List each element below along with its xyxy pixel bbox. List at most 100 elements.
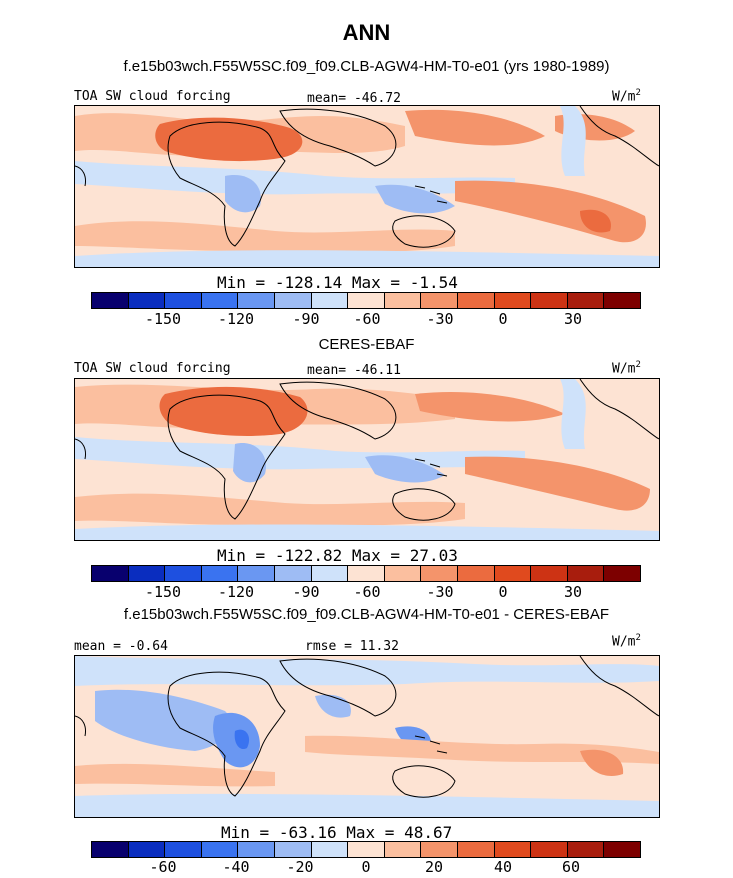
colorbar-cell bbox=[494, 566, 532, 581]
colorbar-cell bbox=[494, 293, 532, 308]
panel2-brazil-coast bbox=[75, 438, 86, 460]
panel2-colorbar bbox=[91, 565, 641, 582]
panel2-indonesia-coast bbox=[414, 458, 448, 477]
colorbar-cell bbox=[274, 566, 312, 581]
panel1-max-value: -1.54 bbox=[409, 273, 458, 292]
panel2-field-sahara bbox=[159, 386, 308, 436]
panel1-brazil-coast bbox=[75, 165, 86, 187]
colorbar-cell bbox=[92, 842, 129, 857]
colorbar-cell bbox=[457, 842, 495, 857]
panel1-tick: -30 bbox=[426, 310, 454, 328]
colorbar-cell bbox=[457, 293, 495, 308]
panel1-coastlines bbox=[75, 106, 659, 248]
colorbar-cell bbox=[421, 293, 458, 308]
colorbar-cell bbox=[128, 842, 166, 857]
panel3-field-sh-subtropics bbox=[75, 763, 275, 787]
panel3-map bbox=[74, 655, 660, 818]
panel2-tick: -60 bbox=[353, 583, 381, 601]
panel2-field-congo bbox=[233, 443, 266, 483]
colorbar-cell bbox=[604, 842, 640, 857]
panel3-units-text: W/m bbox=[612, 634, 636, 650]
panel1-variable-label: TOA SW cloud forcing bbox=[74, 89, 231, 104]
panel3-tick: 40 bbox=[493, 858, 513, 876]
panel2-map-svg bbox=[75, 379, 659, 540]
panel1-field-sh-subtropics bbox=[75, 221, 455, 253]
panel3-tick: 20 bbox=[424, 858, 444, 876]
panel1-tick: 30 bbox=[563, 310, 583, 328]
panel2-tick: -90 bbox=[292, 583, 320, 601]
panel3-brazil-coast bbox=[75, 715, 86, 737]
panel1-field-congo bbox=[225, 175, 261, 213]
panel2-units: W/m2 bbox=[612, 360, 641, 376]
panel1-tick: 0 bbox=[498, 310, 508, 328]
colorbar-cell bbox=[201, 566, 239, 581]
panel2-map bbox=[74, 378, 660, 541]
panel1-units: W/m2 bbox=[612, 88, 641, 104]
panel2-americas-coast bbox=[579, 379, 659, 440]
panel1-field-nw-pacific bbox=[405, 109, 545, 146]
panel2-field-maritime-continent bbox=[365, 455, 445, 483]
colorbar-cell bbox=[311, 842, 349, 857]
panel1-field-sc-peru bbox=[580, 209, 611, 233]
colorbar-cell bbox=[531, 566, 568, 581]
panel3-mean-value: -0.64 bbox=[128, 639, 168, 654]
panel1-mean-value: -46.72 bbox=[353, 91, 401, 106]
colorbar-cell bbox=[165, 293, 202, 308]
panel2-units-sup: 2 bbox=[635, 360, 641, 370]
panel2-mean: mean= -46.11 bbox=[307, 363, 401, 378]
panel3-field-central-africa-core bbox=[234, 729, 250, 750]
colorbar-cell bbox=[348, 842, 385, 857]
panel1-colorbar-ticks: -150 -120 -90 -60 -30 0 30 bbox=[0, 310, 733, 330]
panel3-tick: -40 bbox=[222, 858, 250, 876]
panel1-field-sahara bbox=[155, 117, 303, 162]
panel3-eurasia-coast bbox=[279, 658, 397, 717]
panel1-map-svg bbox=[75, 106, 659, 267]
panel1-max-label: Max = bbox=[351, 273, 401, 292]
panel3-map-svg bbox=[75, 656, 659, 817]
panel1-colorbar bbox=[91, 292, 641, 309]
colorbar-cell bbox=[238, 566, 275, 581]
colorbar-cell bbox=[92, 293, 129, 308]
panel2-max-value: 27.03 bbox=[409, 546, 458, 565]
figure-title: ANN bbox=[342, 20, 391, 45]
panel1-field-east-pacific bbox=[560, 106, 586, 176]
panel2-australia-coast bbox=[392, 488, 456, 521]
panel3-australia-coast bbox=[392, 765, 456, 798]
panel1-map bbox=[74, 105, 660, 268]
colorbar-cell bbox=[604, 293, 640, 308]
panel2-units-text: W/m bbox=[612, 361, 636, 377]
panel2-eurasia-coast bbox=[279, 381, 397, 440]
panel3-units-sup: 2 bbox=[635, 633, 641, 643]
panel3-colorbar bbox=[91, 841, 641, 858]
panel1-mean: mean= -46.72 bbox=[307, 91, 401, 106]
colorbar-cell bbox=[421, 566, 458, 581]
colorbar-cell bbox=[567, 566, 605, 581]
panel1-americas-coast bbox=[579, 106, 659, 167]
panel1-tick: -150 bbox=[144, 310, 182, 328]
panel3-field-nh-band bbox=[75, 656, 659, 686]
panel1-units-text: W/m bbox=[612, 89, 636, 105]
panel1-min-value: -128.14 bbox=[274, 273, 343, 292]
colorbar-cell bbox=[165, 842, 202, 857]
panel3-units: W/m2 bbox=[612, 633, 641, 649]
panel2-mean-label: mean= bbox=[307, 363, 347, 378]
panel3-mean: mean = -0.64 bbox=[74, 639, 168, 654]
panel3-field-south-pacific-band bbox=[305, 735, 659, 764]
panel3-colorbar-ticks: -60 -40 -20 0 20 40 60 bbox=[0, 858, 733, 878]
panel1-eurasia-coast bbox=[279, 108, 397, 167]
panel1-minmax: Min = -128.14 Max = -1.54 bbox=[217, 273, 458, 292]
panel2-field-east-pacific bbox=[560, 379, 586, 449]
panel3-min-label: Min = bbox=[221, 823, 270, 842]
colorbar-cell bbox=[274, 842, 312, 857]
colorbar-cell bbox=[421, 842, 458, 857]
panel3-tick: 0 bbox=[361, 858, 371, 876]
panel3-field-sc-peru bbox=[580, 749, 624, 776]
panel2-minmax: Min = -122.82 Max = 27.03 bbox=[217, 546, 458, 565]
panel1-indonesia-coast bbox=[414, 185, 448, 204]
panel1-australia-coast bbox=[392, 215, 456, 248]
panel2-colorbar-ticks: -150 -120 -90 -60 -30 0 30 bbox=[0, 583, 733, 603]
panel1-mean-label: mean= bbox=[307, 91, 347, 106]
panel2-mean-value: -46.11 bbox=[353, 363, 401, 378]
panel2-tick: -120 bbox=[217, 583, 255, 601]
colorbar-cell bbox=[274, 293, 312, 308]
